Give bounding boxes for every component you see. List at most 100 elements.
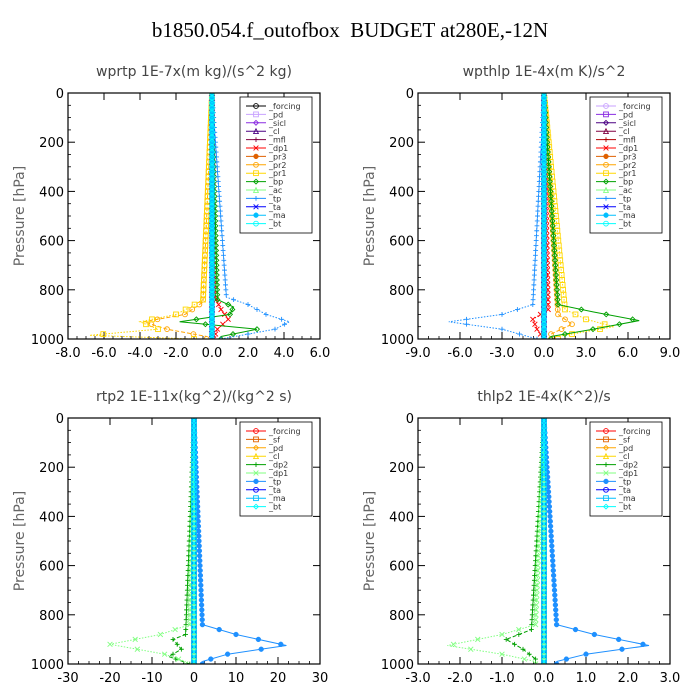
series-marker bbox=[186, 543, 192, 549]
y-axis-label: Pressure [hPa] bbox=[12, 166, 28, 266]
series-marker bbox=[199, 607, 205, 613]
series-marker bbox=[182, 661, 189, 664]
series-marker bbox=[530, 292, 536, 298]
series-marker bbox=[216, 193, 222, 199]
legend-label: _cl bbox=[268, 452, 280, 461]
series-marker bbox=[534, 326, 540, 332]
series-marker bbox=[193, 316, 200, 323]
series-marker bbox=[547, 523, 554, 529]
series-marker bbox=[533, 597, 540, 603]
series-marker bbox=[503, 637, 509, 642]
y-tick-label: 400 bbox=[389, 185, 414, 200]
series-marker bbox=[107, 641, 113, 648]
series-marker bbox=[558, 326, 565, 333]
x-tick-label: 2.0 bbox=[618, 671, 639, 686]
series-marker bbox=[475, 636, 481, 643]
series-marker bbox=[516, 626, 522, 633]
plot-area bbox=[448, 93, 640, 339]
series-marker bbox=[203, 336, 210, 339]
series-marker bbox=[516, 632, 522, 637]
legend-label: _pr2 bbox=[268, 161, 286, 170]
series-marker bbox=[215, 174, 221, 180]
series-marker bbox=[272, 326, 278, 332]
series-marker bbox=[536, 533, 542, 539]
series-marker bbox=[450, 641, 457, 648]
series-marker bbox=[199, 621, 206, 628]
x-tick-label: 2.0 bbox=[238, 346, 259, 361]
series-marker bbox=[562, 316, 568, 323]
series-marker bbox=[531, 277, 537, 283]
legend-marker bbox=[603, 486, 609, 493]
legend-marker bbox=[252, 452, 260, 460]
legend-marker bbox=[253, 478, 259, 485]
series-marker bbox=[532, 262, 538, 268]
legend-marker bbox=[602, 444, 610, 451]
series-marker bbox=[217, 335, 225, 339]
series-marker bbox=[198, 592, 204, 598]
y-tick-label: 600 bbox=[389, 560, 414, 575]
series-marker bbox=[551, 587, 558, 593]
series-marker bbox=[531, 587, 537, 593]
series-marker bbox=[185, 568, 191, 573]
series-marker bbox=[196, 543, 202, 549]
series-marker bbox=[279, 316, 284, 322]
series-marker bbox=[533, 553, 539, 559]
series-marker bbox=[214, 296, 221, 303]
x-tick-label: -3.0 bbox=[489, 346, 514, 361]
series-marker bbox=[217, 198, 223, 204]
series-marker bbox=[552, 592, 558, 598]
legend-marker bbox=[603, 161, 609, 168]
series-marker bbox=[533, 607, 539, 613]
y-tick-label: 800 bbox=[39, 284, 64, 299]
x-tick-label: 0 bbox=[190, 671, 198, 686]
legend-label: _ta bbox=[618, 203, 631, 212]
series-marker bbox=[263, 312, 269, 317]
series-marker bbox=[526, 651, 532, 657]
series-marker bbox=[143, 321, 149, 328]
series-marker bbox=[616, 321, 623, 328]
series-marker bbox=[208, 656, 214, 662]
series-marker bbox=[209, 336, 215, 339]
legend-label: _pd bbox=[268, 444, 283, 453]
series-marker bbox=[563, 656, 570, 662]
series-marker bbox=[529, 617, 535, 623]
legend-marker bbox=[253, 145, 259, 151]
legend-marker bbox=[603, 220, 609, 227]
series-marker bbox=[155, 326, 161, 333]
y-tick-label: 1000 bbox=[381, 333, 414, 348]
series-marker bbox=[536, 179, 542, 184]
series-marker bbox=[198, 602, 205, 608]
series-marker bbox=[499, 651, 505, 657]
y-tick-label: 200 bbox=[39, 461, 64, 476]
series-marker bbox=[468, 646, 474, 652]
series-marker bbox=[184, 602, 190, 608]
x-tick-label: -30 bbox=[57, 671, 78, 686]
series-marker bbox=[215, 301, 222, 308]
series-marker bbox=[530, 607, 535, 613]
x-tick-label: -6.0 bbox=[447, 346, 472, 361]
series-marker bbox=[282, 321, 287, 327]
series-marker bbox=[226, 311, 234, 318]
series-marker bbox=[532, 321, 538, 327]
series-marker bbox=[561, 331, 569, 338]
legend-label: _bt bbox=[268, 220, 281, 229]
legend-marker bbox=[603, 196, 609, 201]
series-marker bbox=[546, 494, 552, 500]
y-axis-label: Pressure [hPa] bbox=[362, 491, 378, 591]
series-marker bbox=[550, 567, 556, 574]
series-marker bbox=[533, 248, 539, 253]
series-marker bbox=[533, 661, 538, 664]
legend-label: _ma bbox=[618, 494, 636, 503]
x-tick-label: 1.0 bbox=[576, 671, 597, 686]
series-marker bbox=[184, 607, 189, 613]
series-marker bbox=[531, 272, 537, 278]
legend-label: _pr3 bbox=[618, 152, 636, 161]
series-marker bbox=[530, 597, 536, 603]
legend-box bbox=[239, 421, 313, 517]
series-marker bbox=[531, 577, 537, 583]
series-marker bbox=[185, 577, 191, 583]
series-marker bbox=[221, 311, 228, 318]
legend-label: _dp1 bbox=[268, 469, 288, 478]
series-marker bbox=[545, 306, 551, 313]
chart-panel: wprtp 1E-7x(m kg)/(s^2 kg) Pressure [hPa]… bbox=[12, 64, 330, 361]
